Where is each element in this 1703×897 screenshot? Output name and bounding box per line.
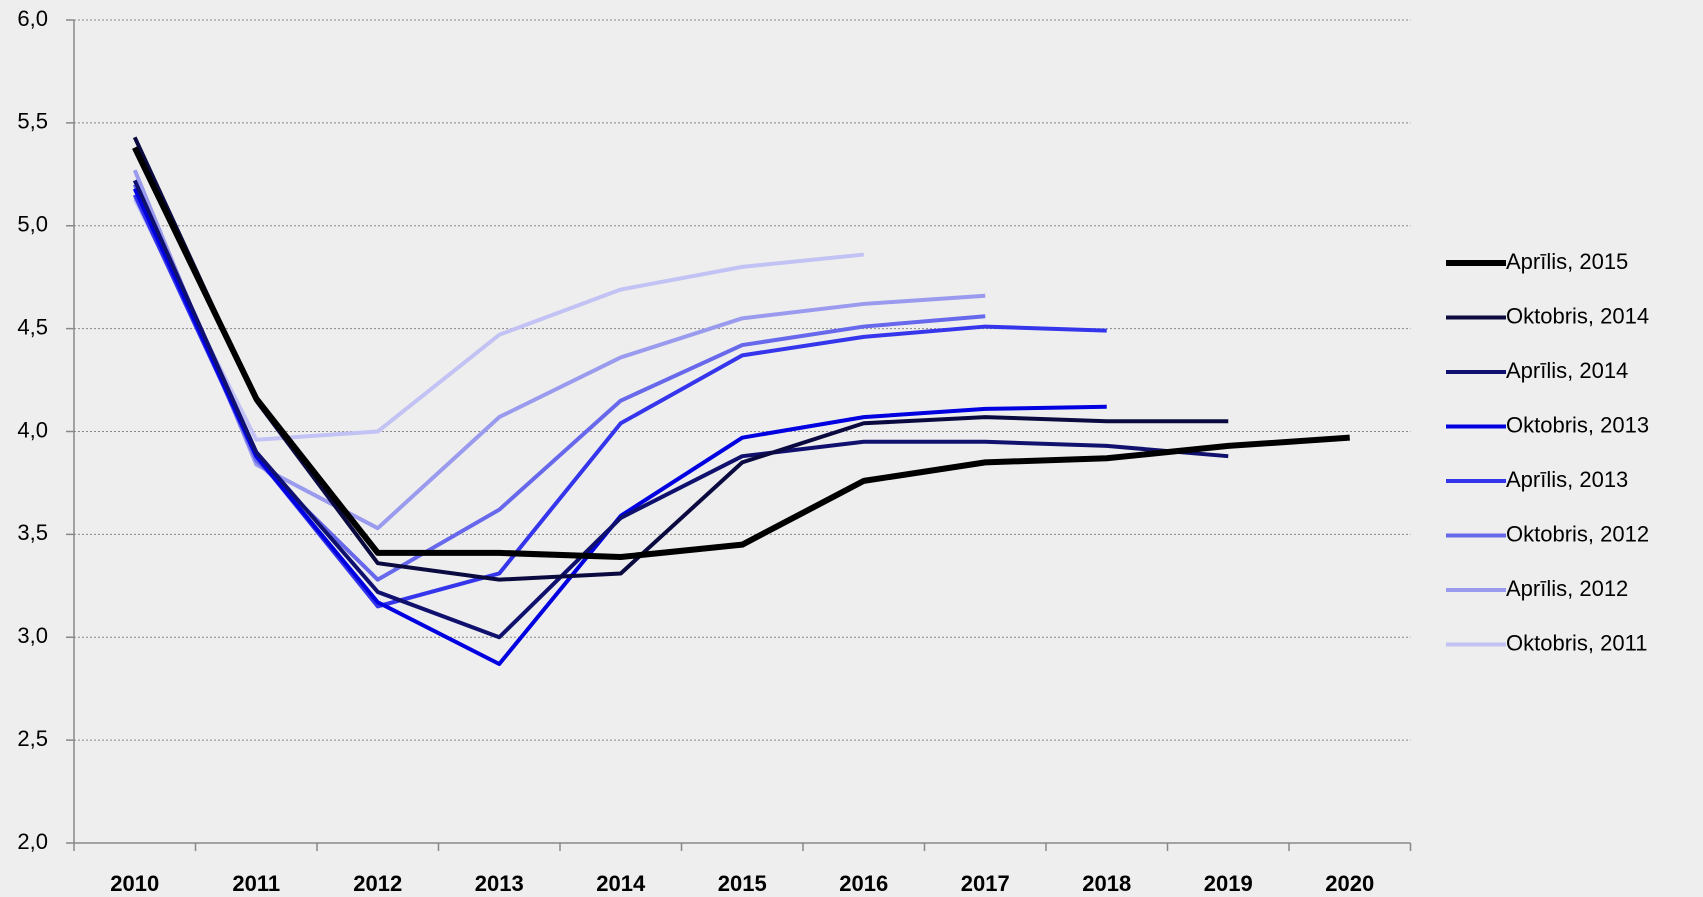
y-tick-label: 5,5 [17, 109, 48, 134]
x-tick-label: 2019 [1204, 871, 1253, 896]
y-tick-label: 3,0 [17, 623, 48, 648]
legend-label: Aprīlis, 2013 [1506, 467, 1628, 492]
y-tick-label: 2,0 [17, 829, 48, 854]
series-line [132, 198, 864, 442]
y-tick-label: 2,5 [17, 726, 48, 751]
y-tick-label: 3,5 [17, 520, 48, 545]
series-line [132, 146, 1350, 561]
legend-label: Aprīlis, 2014 [1506, 358, 1628, 383]
x-tick-label: 2020 [1325, 871, 1374, 896]
series-line [132, 183, 986, 582]
x-tick-label: 2014 [596, 871, 646, 896]
x-tick-label: 2011 [232, 871, 280, 896]
legend-label: Aprīlis, 2012 [1506, 576, 1628, 601]
x-tick-label: 2018 [1082, 871, 1131, 896]
x-tick-label: 2010 [110, 871, 159, 896]
x-tick-label: 2017 [961, 871, 1010, 896]
x-tick-label: 2016 [839, 871, 888, 896]
series-line [132, 169, 986, 531]
series-line [132, 136, 1229, 582]
y-tick-label: 6,0 [17, 6, 48, 31]
legend-label: Oktobris, 2011 [1506, 630, 1647, 655]
series-line [132, 179, 1229, 640]
x-tick-label: 2012 [353, 871, 402, 896]
y-tick-label: 4,5 [17, 314, 48, 339]
legend-label: Aprīlis, 2015 [1506, 249, 1628, 274]
y-tick-label: 5,0 [17, 212, 48, 237]
legend-label: Oktobris, 2012 [1506, 521, 1649, 546]
x-tick-label: 2015 [718, 871, 767, 896]
legend-label: Oktobris, 2013 [1506, 412, 1649, 437]
legend-label: Oktobris, 2014 [1506, 303, 1649, 328]
y-tick-label: 4,0 [17, 417, 48, 442]
x-tick-label: 2013 [475, 871, 524, 896]
